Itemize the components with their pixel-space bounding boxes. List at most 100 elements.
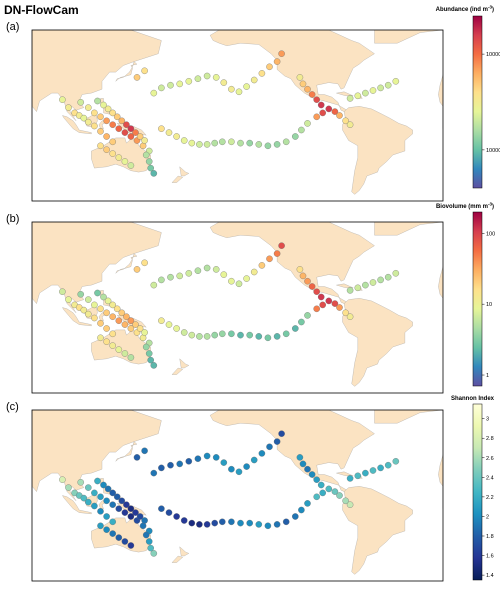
- station-point: [246, 519, 253, 527]
- landmass: [438, 266, 443, 321]
- station-point: [203, 521, 211, 528]
- station-point: [304, 465, 311, 473]
- station-point: [127, 133, 135, 140]
- station-point: [133, 454, 141, 461]
- station-point: [141, 67, 148, 75]
- station-point: [211, 139, 218, 147]
- landmass: [342, 298, 413, 387]
- station-point: [273, 438, 281, 445]
- station-point: [194, 267, 202, 274]
- station-point: [109, 109, 116, 117]
- station-point: [278, 430, 285, 437]
- colorbar-tick-label: 3: [486, 417, 489, 423]
- station-point: [264, 334, 272, 342]
- landmass: [179, 166, 190, 177]
- station-point: [298, 126, 305, 134]
- station-point: [235, 280, 243, 288]
- landmass: [62, 115, 92, 135]
- station-point: [176, 272, 183, 280]
- station-point: [220, 459, 228, 466]
- station-point: [103, 146, 110, 153]
- station-point: [136, 325, 144, 332]
- panel-c: (c) Shannon Index 1.4 1.6 1.8 2 2.2 2.4 2.6 2.8…: [6, 396, 495, 582]
- landmass: [374, 222, 443, 236]
- panel-label: (a): [6, 21, 19, 33]
- station-point: [369, 87, 377, 94]
- station-point: [219, 518, 226, 526]
- station-point: [118, 309, 126, 317]
- station-point: [176, 460, 183, 468]
- station-point: [142, 151, 150, 159]
- panel-label: (b): [6, 213, 19, 225]
- station-point: [188, 519, 196, 527]
- station-point: [237, 139, 244, 147]
- station-point: [173, 325, 180, 332]
- station-point: [219, 138, 226, 146]
- station-point: [103, 513, 110, 520]
- station-point: [235, 468, 243, 476]
- landmass: [336, 91, 354, 96]
- station-point: [325, 297, 333, 305]
- station-point: [91, 314, 98, 322]
- station-point: [167, 273, 174, 281]
- station-point: [299, 80, 307, 88]
- landmass: [342, 106, 413, 195]
- station-point: [121, 129, 129, 136]
- station-point: [59, 288, 66, 295]
- station-point: [220, 271, 228, 278]
- station-point: [85, 296, 92, 303]
- station-point: [196, 141, 203, 148]
- station-point: [109, 530, 116, 537]
- station-point: [212, 266, 220, 273]
- station-point: [243, 83, 250, 90]
- station-point: [158, 84, 165, 92]
- station-point: [203, 452, 211, 460]
- station-point: [100, 481, 107, 489]
- station-point: [319, 109, 326, 117]
- station-point: [228, 465, 235, 473]
- station-point: [203, 333, 211, 340]
- colorbar-label: Abundance (ind m-3): [436, 5, 494, 14]
- station-point: [109, 121, 116, 128]
- station-point: [165, 321, 173, 328]
- station-point: [145, 350, 153, 357]
- station-point: [97, 320, 104, 327]
- station-point: [115, 125, 123, 132]
- station-point: [180, 329, 188, 336]
- station-point: [132, 321, 139, 328]
- colorbar-tick-label: 1: [486, 373, 489, 379]
- station-point: [331, 108, 339, 115]
- station-point: [211, 331, 218, 339]
- station-point: [362, 469, 369, 477]
- station-point: [331, 488, 339, 495]
- station-point: [188, 331, 196, 339]
- station-point: [278, 242, 285, 249]
- station-point: [308, 91, 316, 98]
- station-point: [313, 476, 320, 483]
- station-point: [80, 114, 88, 122]
- station-point: [167, 461, 174, 469]
- station-point: [299, 460, 307, 468]
- station-point: [292, 513, 299, 520]
- station-point: [203, 141, 211, 148]
- station-point: [100, 293, 107, 301]
- landmass: [115, 61, 138, 82]
- station-point: [133, 266, 141, 273]
- station-point: [384, 273, 392, 281]
- station-point: [103, 325, 110, 332]
- station-point: [250, 76, 258, 84]
- station-point: [319, 489, 326, 497]
- station-point: [354, 284, 362, 292]
- colorbar-label: Biovolume (mm m-3): [436, 202, 494, 211]
- colorbar-tick-label: 2.2: [486, 495, 494, 501]
- station-point: [304, 277, 311, 285]
- station-point: [121, 350, 129, 357]
- station-point: [85, 118, 92, 126]
- station-point: [150, 550, 158, 557]
- station-point: [145, 538, 153, 545]
- colorbar-tick-label: 2.8: [486, 436, 494, 442]
- panel-b: (b) Biovolume (mm m-3) 1 10 100: [6, 202, 495, 394]
- station-point: [346, 313, 354, 320]
- station-point: [147, 544, 154, 552]
- station-point: [109, 518, 116, 526]
